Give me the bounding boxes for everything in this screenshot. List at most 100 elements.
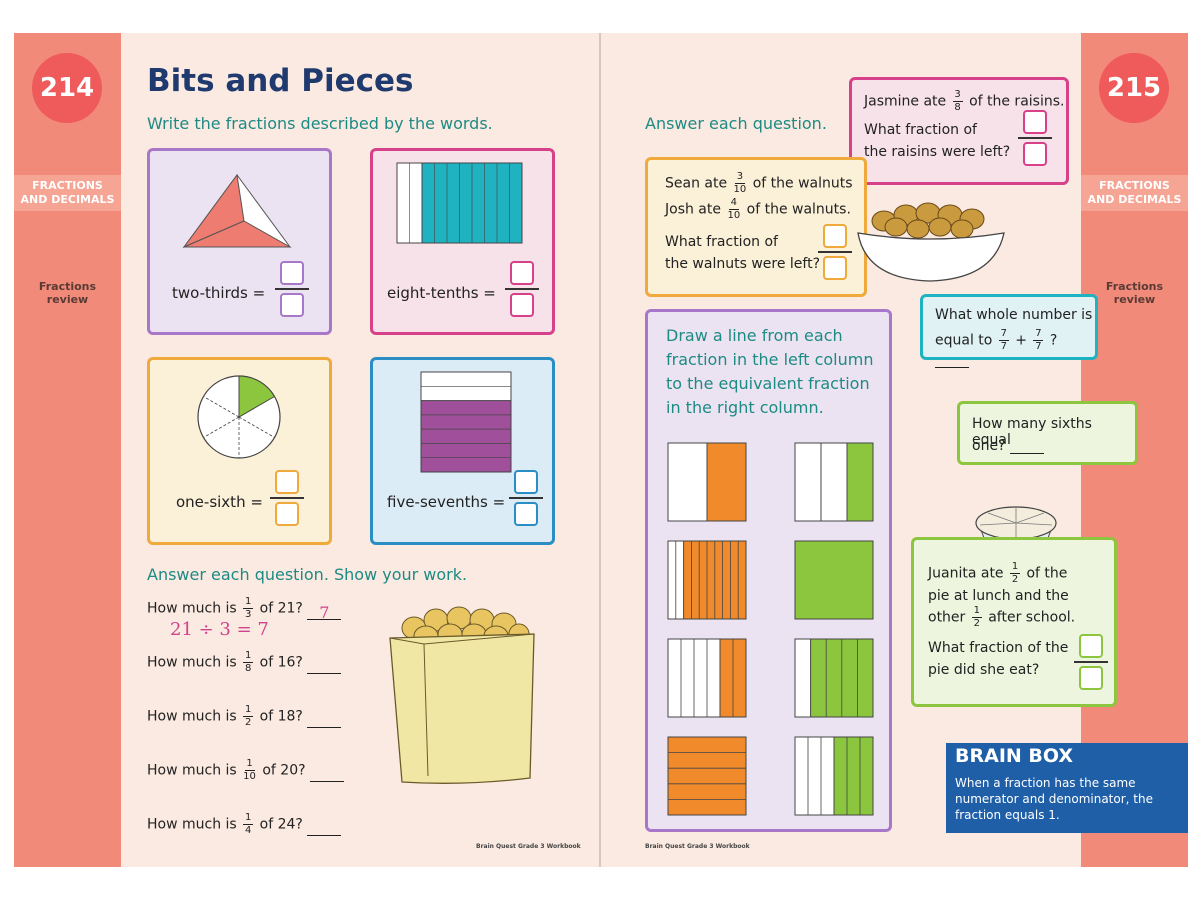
card-eight-tenths: eight-tenths = [370, 148, 555, 335]
fraction-model-sixths[interactable] [667, 638, 747, 718]
section-tab-line1: FRACTIONS [32, 179, 103, 192]
answer-fraction [275, 261, 309, 317]
fraction-model-tenths[interactable] [667, 540, 747, 620]
whole-number-line1: What whole number is [935, 307, 1093, 323]
numerator-box[interactable] [275, 470, 299, 494]
circle-sixths-icon [197, 375, 281, 459]
section-tab-left: FRACTIONS AND DECIMALS [14, 175, 121, 211]
question-text: of 21? [259, 600, 303, 617]
answer-blank[interactable]: 7 [307, 605, 342, 621]
plus-sign: + [1015, 332, 1027, 349]
pie-q2: pie did she eat? [928, 662, 1040, 678]
answer-blank[interactable] [307, 822, 342, 836]
card-two-thirds: two-thirds = [147, 148, 332, 335]
fraction-model-halves[interactable] [667, 442, 747, 522]
fraction-model-one-half[interactable] [794, 736, 874, 816]
denominator-box[interactable] [1023, 142, 1047, 166]
brain-box: BRAIN BOX When a fraction has the same n… [946, 743, 1188, 833]
numerator: 7 [1000, 328, 1007, 339]
denominator: 10 [727, 210, 741, 221]
brain-box-text: When a fraction has the same numerator a… [955, 776, 1153, 822]
workbook-spread: 214 FRACTIONS AND DECIMALS Fractions rev… [14, 33, 1188, 867]
sixths-question-box: How many sixths equal one? [957, 401, 1138, 465]
numerator: 3 [954, 89, 961, 100]
walnut-bowl-illustration [857, 202, 1005, 282]
text: of the [1026, 565, 1068, 582]
denominator-box[interactable] [510, 293, 534, 317]
denominator-box[interactable] [1079, 666, 1103, 690]
answer-fraction [1018, 110, 1052, 166]
fraction-model-three-fifths[interactable] [794, 638, 874, 718]
denominator: 7 [1000, 341, 1007, 352]
denominator: 4 [244, 825, 252, 836]
question-text: How much is [147, 600, 237, 617]
fraction-model-whole[interactable] [794, 540, 874, 620]
matching-line4: in the right column. [666, 398, 824, 417]
side-label-right: Fractions review [1081, 280, 1188, 306]
page-title: Bits and Pieces [147, 63, 414, 99]
answer-fraction [270, 470, 304, 526]
numerator-box[interactable] [1079, 634, 1103, 658]
answer-blank[interactable] [307, 660, 342, 674]
walnuts-q1: What fraction of [665, 234, 778, 250]
side-label-line2: review [46, 293, 89, 306]
answer-blank[interactable] [1009, 440, 1044, 454]
raisins-q1: What fraction of [864, 122, 977, 138]
denominator-box[interactable] [280, 293, 304, 317]
instruction-show-work: Answer each question. Show your work. [147, 565, 468, 584]
numerator-box[interactable] [280, 261, 304, 285]
fraction: 1 10 [243, 759, 256, 782]
footer-right: Brain Quest Grade 3 Workbook [645, 843, 750, 850]
denominator-box[interactable] [514, 502, 538, 526]
text: Juanita ate [928, 565, 1004, 582]
page-number-right: 215 [1099, 53, 1169, 123]
left-margin-band [14, 33, 121, 867]
text: of the walnuts [752, 175, 853, 192]
question-text: How much is [147, 762, 237, 779]
card-label: one-sixth = [176, 493, 263, 511]
text: after school. [988, 609, 1076, 626]
denominator-box[interactable] [275, 502, 299, 526]
numerator-box[interactable] [514, 470, 538, 494]
fraction: 4 10 [727, 198, 740, 221]
fraction-model-fifths[interactable] [667, 736, 747, 816]
section-tab-line2: AND DECIMALS [1087, 193, 1182, 206]
walnuts-line2: Josh ate 4 10 of the walnuts. [665, 198, 851, 221]
numerator-box[interactable] [510, 261, 534, 285]
question-text: of 16? [259, 654, 303, 671]
matching-line3: to the equivalent fraction [666, 374, 870, 393]
gutter [599, 33, 601, 867]
pie-q1: What fraction of the [928, 640, 1069, 656]
text: Josh ate [665, 201, 721, 218]
answer-blank[interactable] [307, 714, 342, 728]
fraction-model-one-third[interactable] [794, 442, 874, 522]
question-text: of 18? [259, 708, 303, 725]
answer-blank[interactable] [310, 768, 345, 782]
denominator-box[interactable] [823, 256, 847, 280]
numerator-box[interactable] [1023, 110, 1047, 134]
walnuts-question-box: Sean ate 3 10 of the walnuts Josh ate 4 10… [645, 157, 867, 297]
card-label: five-sevenths = [387, 493, 506, 511]
text: Jasmine ate [864, 93, 947, 110]
question-mark: ? [1049, 332, 1058, 349]
handwritten-work: 21 ÷ 3 = 7 [170, 619, 269, 640]
instruction-write-fractions: Write the fractions described by the wor… [147, 114, 493, 133]
numerator-box[interactable] [823, 224, 847, 248]
card-five-sevenths: five-sevenths = [370, 357, 555, 545]
answer-blank[interactable] [935, 354, 969, 368]
numerator: 1 [244, 812, 252, 823]
text: equal to [935, 332, 993, 349]
denominator: 8 [954, 102, 961, 113]
